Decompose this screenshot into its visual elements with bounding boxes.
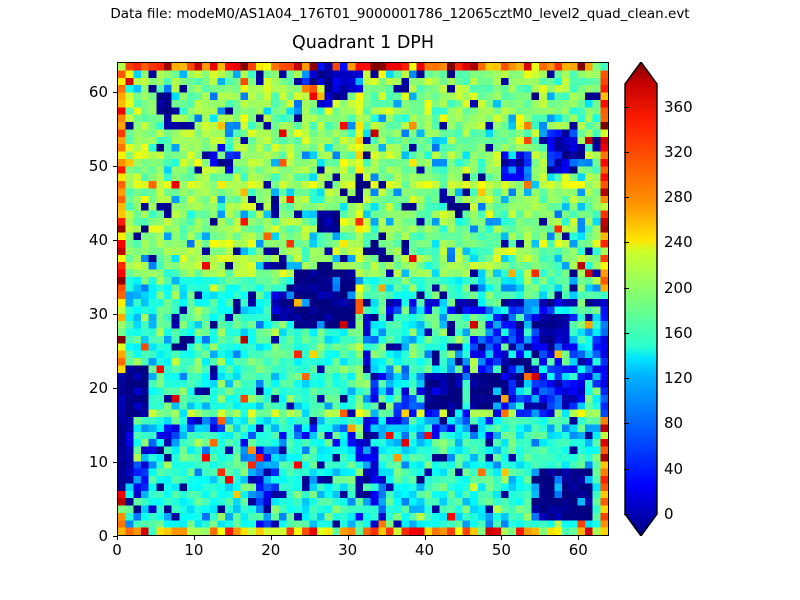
x-tick-label: 60 <box>568 541 588 559</box>
y-tick-label: 60 <box>88 82 108 101</box>
x-tick <box>270 536 272 540</box>
x-tick <box>347 536 349 540</box>
y-tick <box>113 536 117 537</box>
y-tick-label: 0 <box>98 527 108 545</box>
y-tick <box>113 91 117 93</box>
colorbar-tick <box>624 332 629 334</box>
y-tick <box>113 239 117 241</box>
y-tick <box>113 165 117 167</box>
y-tick-label: 30 <box>88 304 108 323</box>
colorbar-tick-label: 280 <box>664 188 693 207</box>
colorbar-tick <box>624 242 629 244</box>
colorbar-gradient <box>624 62 658 536</box>
colorbar-tick-label: 160 <box>664 323 693 342</box>
colorbar-tick-label: 80 <box>664 414 684 433</box>
datafile-caption: Data file: modeM0/AS1A04_176T01_90000017… <box>110 6 690 22</box>
colorbar-tick <box>624 287 629 289</box>
colorbar[interactable] <box>624 62 658 536</box>
colorbar-tick-label: 0 <box>664 505 674 523</box>
colorbar-tick <box>624 106 629 108</box>
colorbar-tick-label: 40 <box>664 459 684 478</box>
x-tick-label: 40 <box>414 541 435 559</box>
colorbar-tick <box>624 197 629 199</box>
colorbar-tick <box>624 151 629 153</box>
y-tick-label: 50 <box>88 156 108 175</box>
x-tick <box>578 536 580 540</box>
colorbar-tick-label: 120 <box>664 369 693 388</box>
y-tick <box>113 387 117 389</box>
x-tick-label: 0 <box>112 541 122 559</box>
heatmap-plot-area[interactable] <box>117 62 609 536</box>
colorbar-tick <box>624 468 629 470</box>
y-tick-label: 40 <box>88 230 108 249</box>
x-tick-label: 50 <box>491 541 511 559</box>
y-tick-label: 20 <box>88 378 108 397</box>
x-tick-label: 30 <box>338 541 358 559</box>
colorbar-tick <box>624 378 629 380</box>
x-tick <box>193 536 195 540</box>
colorbar-tick <box>624 423 629 425</box>
colorbar-tick <box>624 514 629 515</box>
y-tick <box>113 461 117 463</box>
heatmap-image <box>118 63 608 535</box>
chart-title: Quadrant 1 DPH <box>291 33 435 53</box>
x-tick <box>117 536 118 540</box>
x-tick-label: 10 <box>184 541 204 559</box>
x-tick <box>501 536 503 540</box>
x-tick <box>424 536 426 540</box>
y-tick <box>113 313 117 315</box>
y-tick-label: 10 <box>88 452 108 471</box>
x-tick-label: 20 <box>261 541 281 559</box>
colorbar-tick-label: 360 <box>664 97 693 116</box>
colorbar-tick-label: 240 <box>664 233 693 252</box>
colorbar-tick-label: 200 <box>664 278 693 297</box>
colorbar-tick-label: 320 <box>664 142 693 161</box>
